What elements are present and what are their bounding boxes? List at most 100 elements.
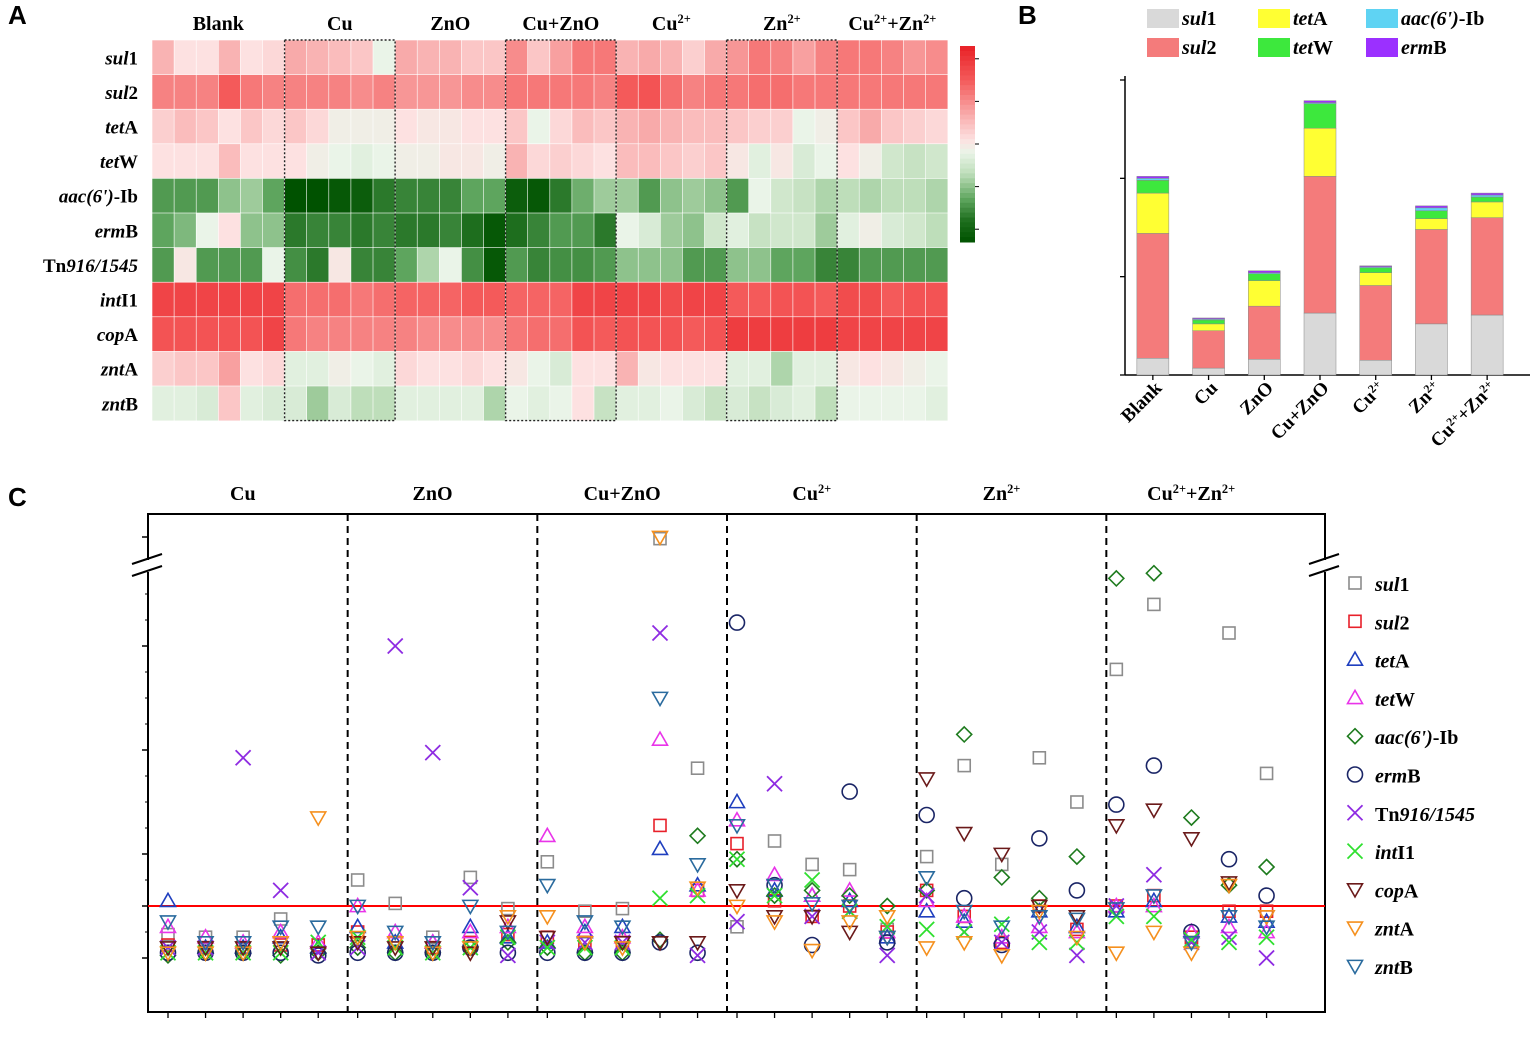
heatmap-cell	[151, 281, 175, 318]
heatmap-cell	[527, 143, 551, 180]
heatmap-cell	[505, 316, 529, 352]
heatmap-cell	[262, 247, 286, 283]
heatmap-cell	[416, 351, 440, 387]
scatter-point-ermb	[689, 944, 706, 962]
heatmap-cell	[726, 39, 750, 76]
scatter-panel: Cu ZnO Cu+ZnO Cu2+ Zn2+ Cu2++Zn2+ sul1 sul2 tetA…	[131, 482, 1475, 1018]
heatmap-cell	[262, 351, 286, 387]
heatmap-cell	[748, 39, 772, 76]
scatter-point-sul1	[540, 854, 555, 869]
colorbar-segment	[960, 85, 975, 91]
axis-break-mark	[131, 553, 163, 565]
heatmap-cell	[682, 212, 706, 249]
heatmap-cell	[394, 281, 418, 318]
heatmap-cell	[903, 385, 927, 422]
heatmap-cell	[704, 247, 728, 283]
scatter-point-tetw	[159, 917, 177, 934]
heatmap-cell	[726, 351, 750, 387]
scatter-point-copa	[688, 935, 707, 952]
scatter-point-tetw	[1145, 896, 1163, 913]
scatter-point-copa	[386, 941, 405, 957]
heatmap-cell	[726, 108, 750, 145]
heatmap-cell	[549, 247, 573, 283]
heatmap-cell	[880, 39, 904, 76]
heatmap-cell	[438, 39, 462, 76]
scatter-point-zntb	[878, 930, 897, 947]
scatter-point-ermb	[272, 944, 289, 962]
scatter-point-teta	[1145, 891, 1163, 908]
colorbar-segment	[960, 237, 975, 243]
heatmap-cell	[284, 39, 308, 76]
panel-letter-c: C	[8, 482, 27, 512]
colorbar-segment	[960, 193, 975, 199]
heatmap-cell	[527, 281, 551, 318]
scatter-point-copa	[1182, 831, 1201, 848]
bar-segment-teta	[1303, 127, 1337, 177]
heatmap-cell	[836, 74, 860, 110]
scatter-point-copa	[309, 946, 328, 962]
scatter-point-aac6ib	[765, 886, 784, 905]
scatter-point-aac6ib	[272, 946, 290, 965]
scatter-point-inti1	[539, 939, 556, 956]
heatmap-cell	[549, 212, 573, 249]
scatter-legend-marker	[1346, 650, 1364, 667]
heatmap-cell	[770, 74, 794, 110]
heatmap-cell	[615, 108, 639, 145]
heatmap-cell	[328, 39, 352, 76]
heatmap-cell	[704, 143, 728, 180]
heatmap-cell	[438, 143, 462, 180]
heatmap-cell	[394, 316, 418, 352]
scatter-point-sul2	[653, 818, 667, 833]
heatmap-cell	[218, 212, 242, 249]
heatmap-cell	[726, 247, 750, 283]
heatmap-cell	[438, 385, 462, 422]
scatter-point-teta	[499, 928, 517, 944]
heatmap-cell	[505, 74, 529, 110]
heatmap-cell	[173, 247, 197, 283]
legend-label: aac(6')-Ib	[1401, 8, 1484, 30]
heatmap-cell	[903, 281, 927, 318]
heatmap-cell	[836, 108, 860, 145]
scatter-point-znta	[196, 946, 215, 962]
bar-segment-sul1	[1303, 312, 1337, 376]
heatmap-cell	[151, 108, 175, 145]
scatter-point-copa	[917, 772, 936, 788]
scatter-point-zntb	[461, 899, 480, 916]
heatmap-cell	[394, 247, 418, 283]
scatter-point-tn9161545	[424, 744, 441, 761]
heatmap-cell	[792, 281, 816, 318]
scatter-point-ermb	[576, 944, 594, 962]
heatmap-cell	[438, 316, 462, 352]
colorbar-segment	[960, 124, 975, 130]
heatmap-cell	[284, 143, 308, 180]
heatmap-row-label: sul1	[104, 48, 138, 69]
scatter-point-znta	[955, 935, 974, 952]
scatter-point-ermb	[1068, 882, 1086, 899]
heatmap-cell	[527, 39, 551, 76]
heatmap-row-label: sul2	[104, 83, 138, 104]
heatmap-cell	[748, 351, 772, 387]
heatmap-cell	[770, 178, 794, 214]
scatter-point-zntb	[613, 920, 632, 936]
heatmap-cell	[461, 247, 485, 283]
heatmap-cell	[438, 281, 462, 318]
heatmap-cell	[438, 108, 462, 145]
scatter-group-label: Cu2++Zn2+	[1147, 482, 1235, 505]
scatter-point-sul1	[690, 761, 705, 776]
bar-segment-tetw	[1136, 180, 1170, 194]
heatmap-cell	[195, 178, 219, 214]
heatmap-cell	[659, 247, 683, 283]
heatmap-cell	[593, 143, 617, 180]
panel-letter-a: A	[8, 0, 27, 30]
bar-segment-ermb	[1470, 192, 1504, 196]
bar-category-label: Cu2+	[1348, 377, 1389, 418]
heatmap-cell	[461, 74, 485, 110]
heatmap-cell	[637, 143, 661, 180]
heatmap-cell	[173, 212, 197, 249]
heatmap-cell	[593, 74, 617, 110]
heatmap-cell	[770, 281, 794, 318]
colorbar-segment	[960, 139, 975, 145]
heatmap-cell	[858, 316, 882, 352]
bar-category-label: Cu+ZnO	[1267, 378, 1334, 445]
heatmap-cell	[195, 281, 219, 318]
